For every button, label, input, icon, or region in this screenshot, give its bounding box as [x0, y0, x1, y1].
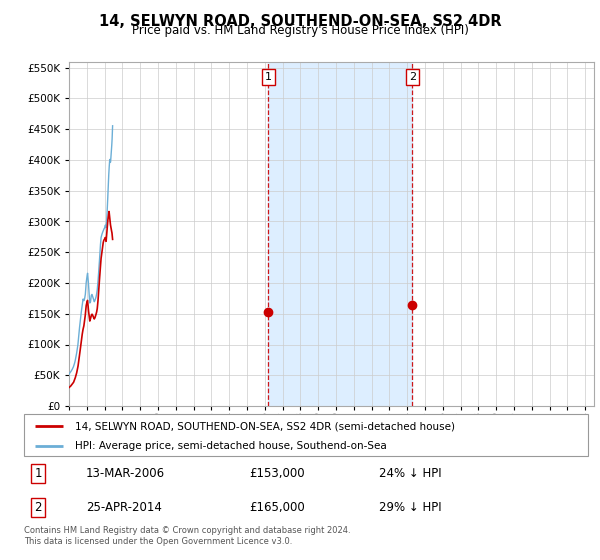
- Text: 13-MAR-2006: 13-MAR-2006: [86, 467, 165, 480]
- Text: 2: 2: [34, 501, 42, 514]
- Text: HPI: Average price, semi-detached house, Southend-on-Sea: HPI: Average price, semi-detached house,…: [75, 441, 386, 451]
- Text: 2: 2: [409, 72, 416, 82]
- Text: 1: 1: [265, 72, 272, 82]
- Bar: [268, 62, 412, 406]
- Text: Contains HM Land Registry data © Crown copyright and database right 2024.
This d: Contains HM Land Registry data © Crown c…: [24, 526, 350, 546]
- Text: 29% ↓ HPI: 29% ↓ HPI: [379, 501, 442, 514]
- Text: 14, SELWYN ROAD, SOUTHEND-ON-SEA, SS2 4DR (semi-detached house): 14, SELWYN ROAD, SOUTHEND-ON-SEA, SS2 4D…: [75, 421, 455, 431]
- Text: 25-APR-2014: 25-APR-2014: [86, 501, 162, 514]
- Text: £165,000: £165,000: [250, 501, 305, 514]
- Text: 1: 1: [34, 467, 42, 480]
- Text: 14, SELWYN ROAD, SOUTHEND-ON-SEA, SS2 4DR: 14, SELWYN ROAD, SOUTHEND-ON-SEA, SS2 4D…: [98, 14, 502, 29]
- Text: Price paid vs. HM Land Registry's House Price Index (HPI): Price paid vs. HM Land Registry's House …: [131, 24, 469, 37]
- Text: £153,000: £153,000: [250, 467, 305, 480]
- Text: 24% ↓ HPI: 24% ↓ HPI: [379, 467, 442, 480]
